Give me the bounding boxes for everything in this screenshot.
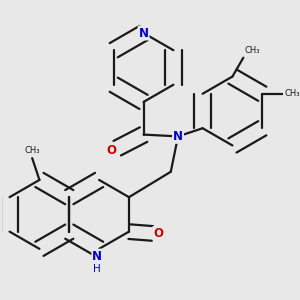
Text: N: N xyxy=(139,26,148,40)
Text: CH₃: CH₃ xyxy=(24,146,40,154)
Text: H: H xyxy=(93,264,101,274)
Text: CH₃: CH₃ xyxy=(285,89,300,98)
Text: O: O xyxy=(107,144,117,158)
Text: N: N xyxy=(92,250,102,262)
Text: O: O xyxy=(153,227,164,240)
Text: N: N xyxy=(173,130,183,143)
Text: CH₃: CH₃ xyxy=(244,46,260,55)
